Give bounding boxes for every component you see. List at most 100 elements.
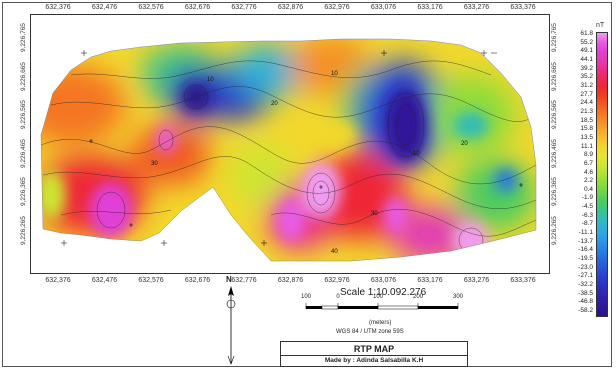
legend-label: 13.5 [580,133,593,141]
y-tick-label: 9,226,465 [551,138,558,168]
x-tick-label: 632,976 [324,277,350,284]
x-tick-label: 632,476 [91,4,118,11]
rtp-map-panel[interactable]: 10 20 10 30 20 -10 30 40 [30,14,550,274]
legend-label: -46.8 [578,298,593,306]
y-tick-label: 9,226,265 [551,215,558,245]
y-tick-label: 9,226,265 [20,215,27,245]
legend-label: -58.2 [578,307,593,314]
anomaly-surface [41,39,536,261]
x-tick-label: 632,676 [184,4,211,11]
legend-label: -32.2 [578,281,593,289]
legend-label: 24.4 [580,99,593,107]
x-tick-label: 632,676 [184,277,211,284]
crs-label: WGS 84 / UTM zone 59S [336,329,404,335]
y-tick-label: 9,226,665 [551,61,558,91]
x-tick-label: 632,576 [138,277,164,284]
legend-label: -16.4 [578,246,593,254]
legend-label: -6.3 [581,211,593,219]
legend-label: 2.2 [583,177,593,185]
scale-title: Scale 1:10.092.276 [340,287,427,298]
x-tick-label: 632,876 [277,277,304,284]
y-tick-label: 9,226,765 [20,23,27,52]
legend-label: 21.3 [580,107,593,115]
x-tick-label: 633,276 [463,4,490,11]
legend-label: -19.5 [578,255,593,263]
legend-label: -27.1 [578,272,593,280]
legend-label: 0.4 [583,185,593,193]
x-tick-label: 633,076 [370,277,397,284]
legend-label: 6.7 [583,159,593,167]
x-tick-label: 633,176 [417,277,443,284]
x-tick-label: 632,476 [91,277,118,284]
contour-label: 20 [461,141,468,147]
contour-label: 10 [207,77,214,83]
scale-tick-label: 300 [452,294,464,300]
legend-label: -13.7 [578,237,593,245]
legend-unit: nT [596,22,605,29]
legend-label: 44.1 [580,55,593,63]
legend-label: -8.7 [581,220,593,228]
x-tick-label: 633,076 [370,4,397,11]
contour-label: 20 [271,101,278,107]
contour-label: 40 [331,249,338,255]
x-tick-label: 632,376 [45,277,71,284]
scale-tick-label: 100 [372,294,384,300]
y-tick-label: 9,226,565 [20,100,27,129]
survey-boundary [40,38,537,262]
legend-label: -4.5 [581,203,593,211]
legend-label: 39.2 [580,64,593,72]
legend-label: 55.2 [580,38,593,46]
x-tick-label: 632,876 [277,4,304,11]
map-title: RTP MAP [353,344,395,354]
y-tick-label: 9,226,365 [551,177,558,206]
scale-units: (meters) [369,320,392,326]
x-tick-label: 633,176 [417,4,443,11]
legend-label: 11.1 [580,142,593,150]
x-tick-label: 633,276 [463,277,490,284]
legend-label: 18.5 [580,116,593,124]
survey-grid-marks [89,139,523,227]
x-tick-label: 632,576 [138,4,164,11]
legend-label: 49.1 [580,47,593,55]
y-tick-label: 9,226,765 [551,23,558,52]
legend-label: 61.8 [580,30,593,37]
legend-color-ramp [596,32,608,317]
x-tick-label: 632,376 [45,4,71,11]
y-tick-label: 9,226,365 [20,177,27,206]
north-label: N [226,275,232,284]
scale-bar: 100 0 100 200 300 [296,294,476,328]
legend-label: -1.9 [581,194,593,202]
x-tick-label: 632,776 [231,277,257,284]
contour-label: 10 [331,71,338,77]
y-tick-label: 9,226,565 [551,100,558,129]
graticule-crosses [61,50,497,246]
map-author: Made by : Adinda Salsabilla K.H [324,357,424,364]
y-tick-label: 9,226,665 [20,61,27,91]
legend-label: 4.6 [583,168,593,176]
legend-label: -11.1 [578,229,593,237]
contour-label: 30 [151,161,158,167]
title-block: RTP MAP Made by : Adinda Salsabilla K.H [280,341,468,367]
legend-label: 27.7 [580,90,593,98]
scale-tick-label: 100 [300,294,312,300]
contour-label-group: 10 20 10 30 20 -10 30 40 [151,71,468,255]
x-tick-label: 632,976 [324,4,350,11]
legend-label: -23.0 [578,263,593,271]
contour-lines [41,60,536,253]
y-tick-label: 9,226,465 [20,138,27,168]
legend-label: 35.2 [580,73,593,81]
contour-label: 30 [371,211,378,217]
legend-label: 31.2 [580,81,593,89]
legend-label: 15.8 [580,125,593,133]
x-tick-label: 633,376 [510,277,536,284]
scale-tick-label: 0 [336,294,340,300]
legend-label: -38.5 [578,289,593,297]
x-tick-label: 632,776 [231,4,257,11]
contour-label: -10 [411,151,420,157]
scale-tick-label: 200 [412,294,424,300]
rtp-map-svg[interactable]: 10 20 10 30 20 -10 30 40 [31,15,550,274]
north-arrow-icon [226,286,236,365]
title-divider [281,355,467,356]
legend-label: 8.9 [583,151,593,159]
scale-bar-graphic [305,303,459,310]
